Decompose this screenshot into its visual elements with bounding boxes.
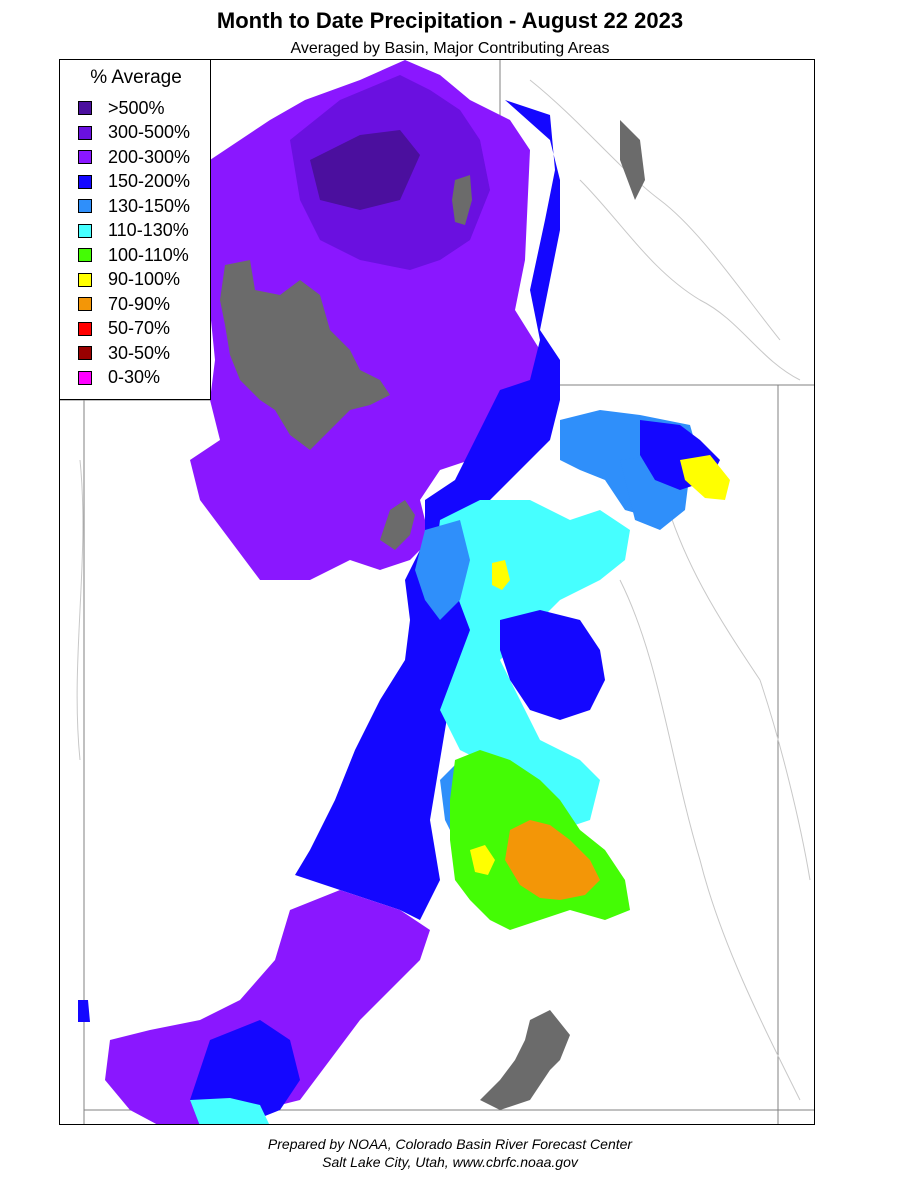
legend-label: 150-200% [108, 171, 191, 191]
legend: % Average >500% 300-500% 200-300% 150-200% 1… [59, 59, 211, 400]
legend-swatch [78, 199, 92, 213]
map-subtitle: Averaged by Basin, Major Contributing Ar… [290, 40, 610, 57]
legend-item: 100-110% [78, 244, 189, 266]
legend-swatch [78, 174, 92, 189]
rivers [76, 79, 811, 1101]
basin-150-200-east [500, 610, 605, 720]
basin-150-200-south [190, 1020, 300, 1124]
utah-lake [380, 500, 415, 550]
legend-label: 0-30% [108, 367, 161, 387]
legend-label: 200-300% [108, 146, 191, 167]
legend-item: 90-100% [78, 269, 180, 291]
legend-swatch [78, 297, 92, 311]
basins [78, 60, 730, 1124]
river-5 [76, 459, 84, 761]
legend-label: 100-110% [108, 244, 189, 265]
river-4 [619, 579, 801, 1101]
legend-item: 0-30% [78, 367, 160, 389]
basin-130-150-west [415, 520, 470, 620]
basin-200-300-south [105, 890, 430, 1124]
legend-label: 70-90% [108, 293, 171, 314]
legend-item: 200-300% [78, 146, 190, 168]
legend-item: 110-130% [78, 220, 189, 242]
map-area[interactable] [59, 59, 815, 1125]
legend-label: 110-130% [108, 220, 189, 240]
legend-label: 50-70% [108, 318, 171, 338]
legend-swatch [78, 223, 92, 238]
basin-90-100-ne [680, 455, 730, 500]
flaming-gorge [620, 120, 645, 200]
bear-lake [452, 175, 472, 225]
legend-label: 300-500% [108, 122, 191, 142]
river-2 [579, 179, 801, 381]
basin-90-100-center [492, 560, 510, 590]
legend-label: >500% [108, 97, 165, 118]
river-1 [529, 79, 781, 341]
basin-500-plus [310, 130, 420, 210]
basin-150-200-tiny [78, 1000, 90, 1022]
great-salt-lake [220, 260, 390, 450]
legend-label: 90-100% [108, 269, 181, 289]
lake-powell [480, 1010, 570, 1110]
legend-label: 130-150% [108, 195, 191, 216]
legend-item: 50-70% [78, 318, 170, 340]
legend-item: 70-90% [78, 293, 170, 315]
legend-swatch [78, 101, 92, 115]
legend-item: 130-150% [78, 195, 190, 217]
basin-150-200-corridor [295, 100, 560, 920]
river-3 [659, 479, 811, 881]
legend-swatch [78, 125, 92, 140]
basin-110-130-south [190, 1098, 270, 1124]
basin-110-130-central [435, 500, 630, 830]
legend-swatch [78, 321, 92, 336]
basin-90-100-south [470, 845, 495, 875]
map-title: Month to Date Precipitation - August 22 … [216, 8, 684, 33]
footer-location-line: Salt Lake City, Utah, www.cbrfc.noaa.gov [322, 1154, 578, 1170]
legend-title: % Average [90, 67, 182, 88]
legend-label: 30-50% [108, 342, 171, 363]
legend-swatch [78, 272, 92, 287]
legend-swatch [78, 346, 92, 360]
basin-70-90 [505, 820, 600, 900]
legend-item: 30-50% [78, 342, 170, 364]
lakes [220, 120, 645, 1110]
legend-swatch [78, 150, 92, 164]
footer-credit-line: Prepared by NOAA, Colorado Basin River F… [267, 1136, 633, 1152]
legend-swatch [78, 370, 92, 385]
legend-swatch [78, 248, 92, 262]
legend-item: 150-200% [78, 171, 190, 193]
legend-item: 300-500% [78, 122, 190, 144]
basin-map [60, 60, 814, 1124]
legend-item: >500% [78, 97, 165, 119]
